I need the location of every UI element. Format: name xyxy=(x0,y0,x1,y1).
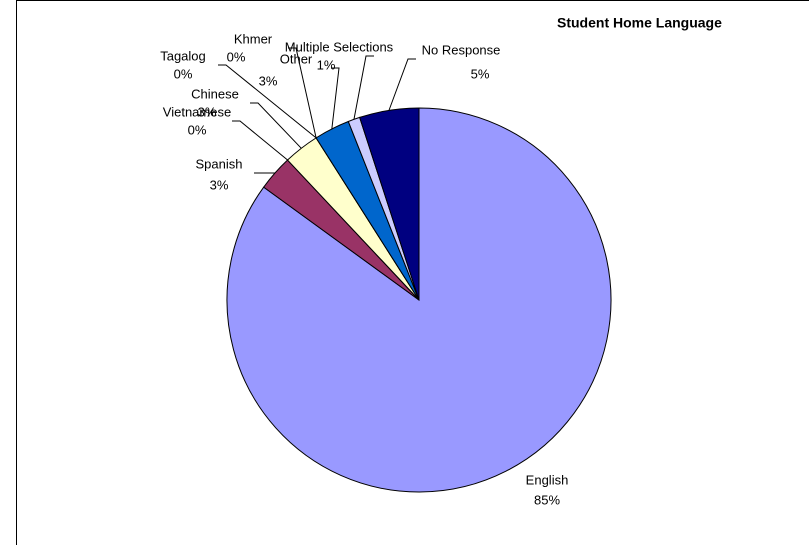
slice-value-label: 1% xyxy=(317,57,336,72)
slice-value-label: 3% xyxy=(198,104,217,119)
chart-title: Student Home Language xyxy=(557,15,722,31)
slice-label: Chinese xyxy=(191,86,239,101)
slice-value-label: 0% xyxy=(227,49,246,64)
slice-label: Khmer xyxy=(234,31,273,46)
slice-label: Spanish xyxy=(196,156,243,171)
slice-label: Multiple Selections xyxy=(285,39,394,54)
slice-label: English xyxy=(526,472,569,487)
slice-value-label: 5% xyxy=(471,66,490,81)
slice-label: Tagalog xyxy=(160,48,206,63)
slice-value-label: 0% xyxy=(188,122,207,137)
slice-value-label: 0% xyxy=(174,66,193,81)
slice-label: No Response xyxy=(422,42,501,57)
slice-value-label: 3% xyxy=(259,73,278,88)
slice-value-label: 85% xyxy=(534,492,560,507)
slice-value-label: 3% xyxy=(210,177,229,192)
